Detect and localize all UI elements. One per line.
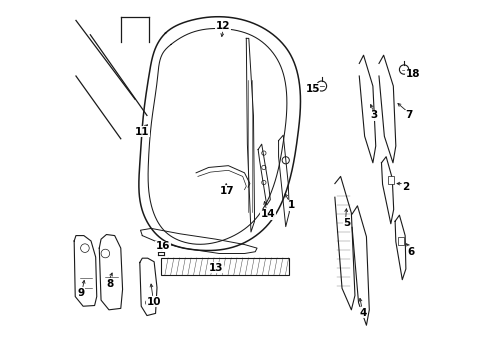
Text: 10: 10: [146, 297, 161, 307]
Text: 6: 6: [407, 247, 414, 257]
Bar: [387, 176, 394, 184]
Bar: [161, 258, 288, 275]
Polygon shape: [140, 258, 157, 316]
Text: 11: 11: [135, 127, 149, 136]
Polygon shape: [258, 144, 270, 205]
Text: 2: 2: [402, 182, 408, 192]
Polygon shape: [74, 235, 97, 306]
Text: 16: 16: [155, 241, 170, 251]
Text: 12: 12: [215, 21, 230, 31]
Polygon shape: [381, 157, 393, 224]
Text: 17: 17: [220, 186, 234, 196]
Text: 7: 7: [404, 111, 411, 121]
Text: 8: 8: [106, 279, 113, 289]
Polygon shape: [351, 206, 368, 325]
Text: 13: 13: [208, 263, 223, 273]
Polygon shape: [378, 55, 395, 163]
Text: 5: 5: [343, 218, 349, 228]
Text: 14: 14: [260, 209, 275, 219]
Polygon shape: [196, 166, 249, 190]
Bar: [397, 237, 404, 245]
Polygon shape: [99, 234, 122, 310]
Text: 15: 15: [305, 84, 319, 94]
Polygon shape: [140, 228, 257, 253]
Text: 9: 9: [78, 288, 85, 298]
Polygon shape: [334, 176, 354, 310]
Polygon shape: [246, 39, 254, 232]
Text: 3: 3: [370, 111, 377, 121]
Text: 1: 1: [287, 200, 294, 210]
Polygon shape: [394, 215, 405, 280]
Text: 18: 18: [405, 69, 420, 79]
Polygon shape: [278, 135, 289, 226]
Text: 4: 4: [358, 308, 366, 318]
Polygon shape: [359, 55, 375, 163]
